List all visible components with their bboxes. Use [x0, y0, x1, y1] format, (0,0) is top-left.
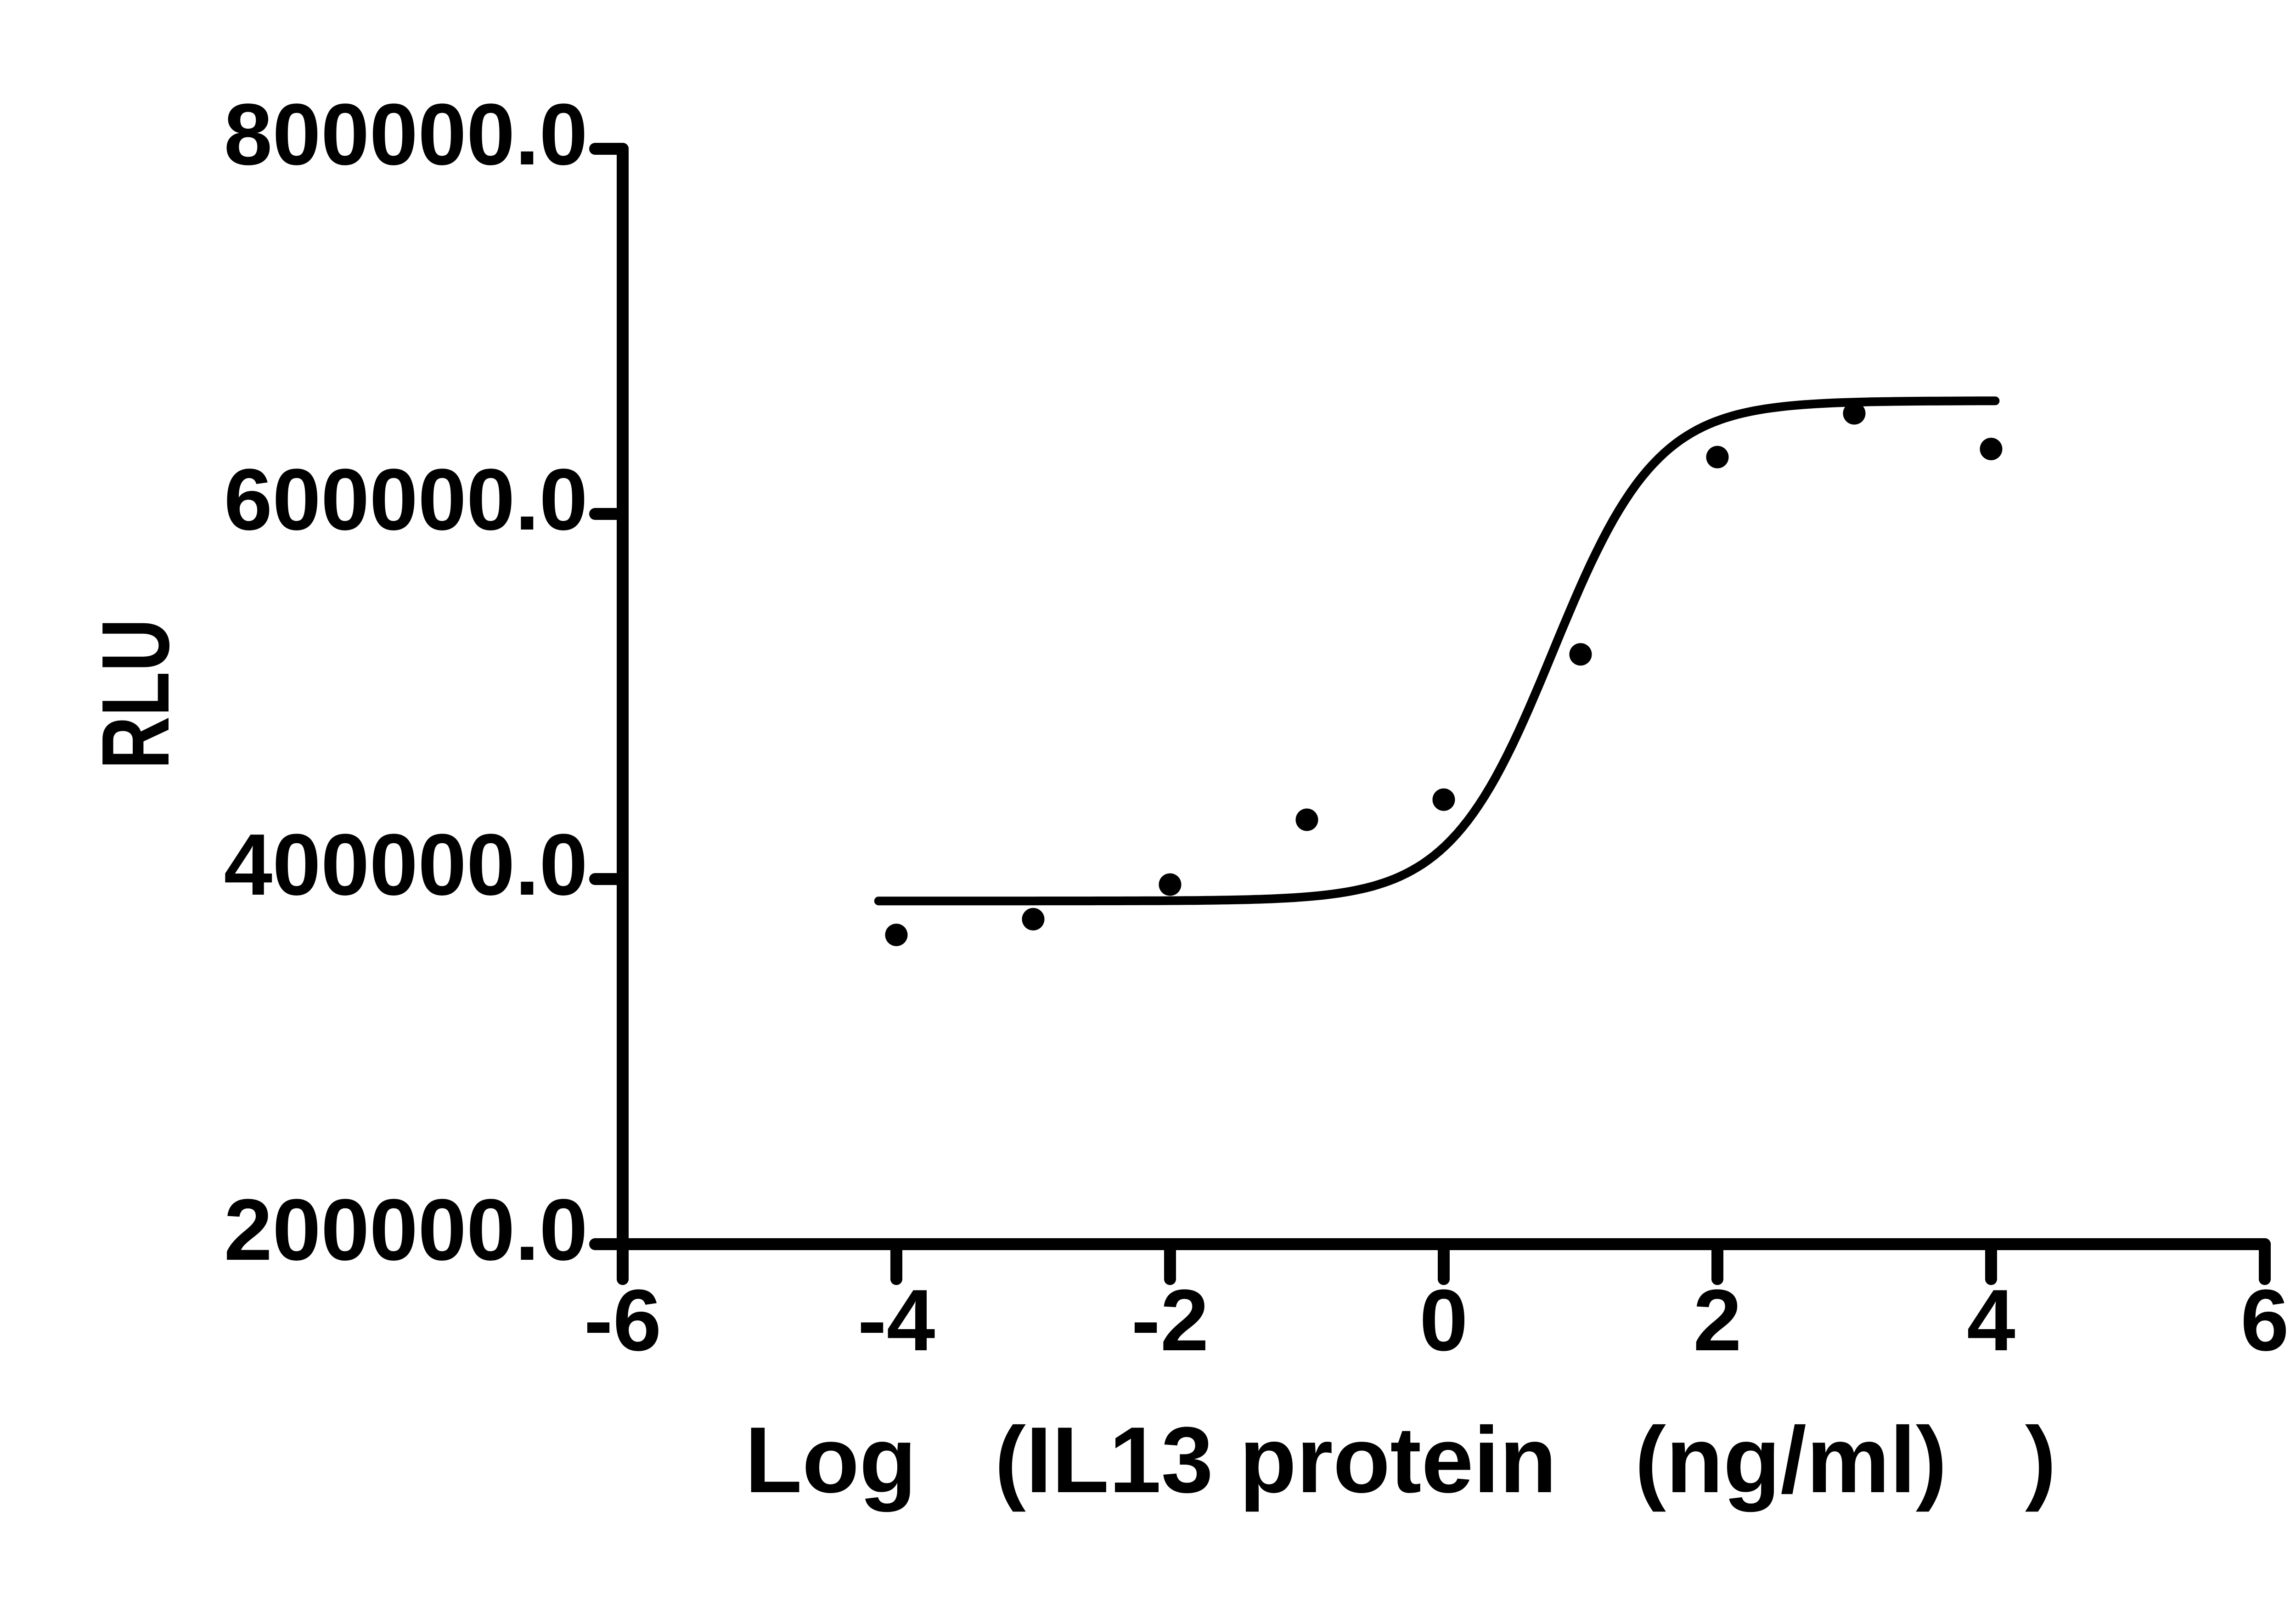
svg-text:600000.0: 600000.0	[224, 451, 588, 548]
svg-text:400000.0: 400000.0	[224, 816, 588, 913]
svg-text:-4: -4	[858, 1272, 935, 1369]
svg-text:RLU: RLU	[82, 619, 189, 769]
svg-text:0: 0	[1419, 1272, 1468, 1369]
svg-text:6: 6	[2240, 1272, 2289, 1369]
svg-text:-6: -6	[584, 1272, 662, 1369]
svg-text:4: 4	[1967, 1272, 2015, 1369]
svg-text:200000.0: 200000.0	[224, 1181, 588, 1279]
svg-text:Log (IL13 protein (ng/ml): Log (IL13 protein (ng/ml) )	[745, 1408, 2056, 1512]
svg-text:-2: -2	[1131, 1272, 1209, 1369]
svg-text:800000.0: 800000.0	[224, 86, 588, 183]
svg-text:2: 2	[1693, 1272, 1742, 1369]
